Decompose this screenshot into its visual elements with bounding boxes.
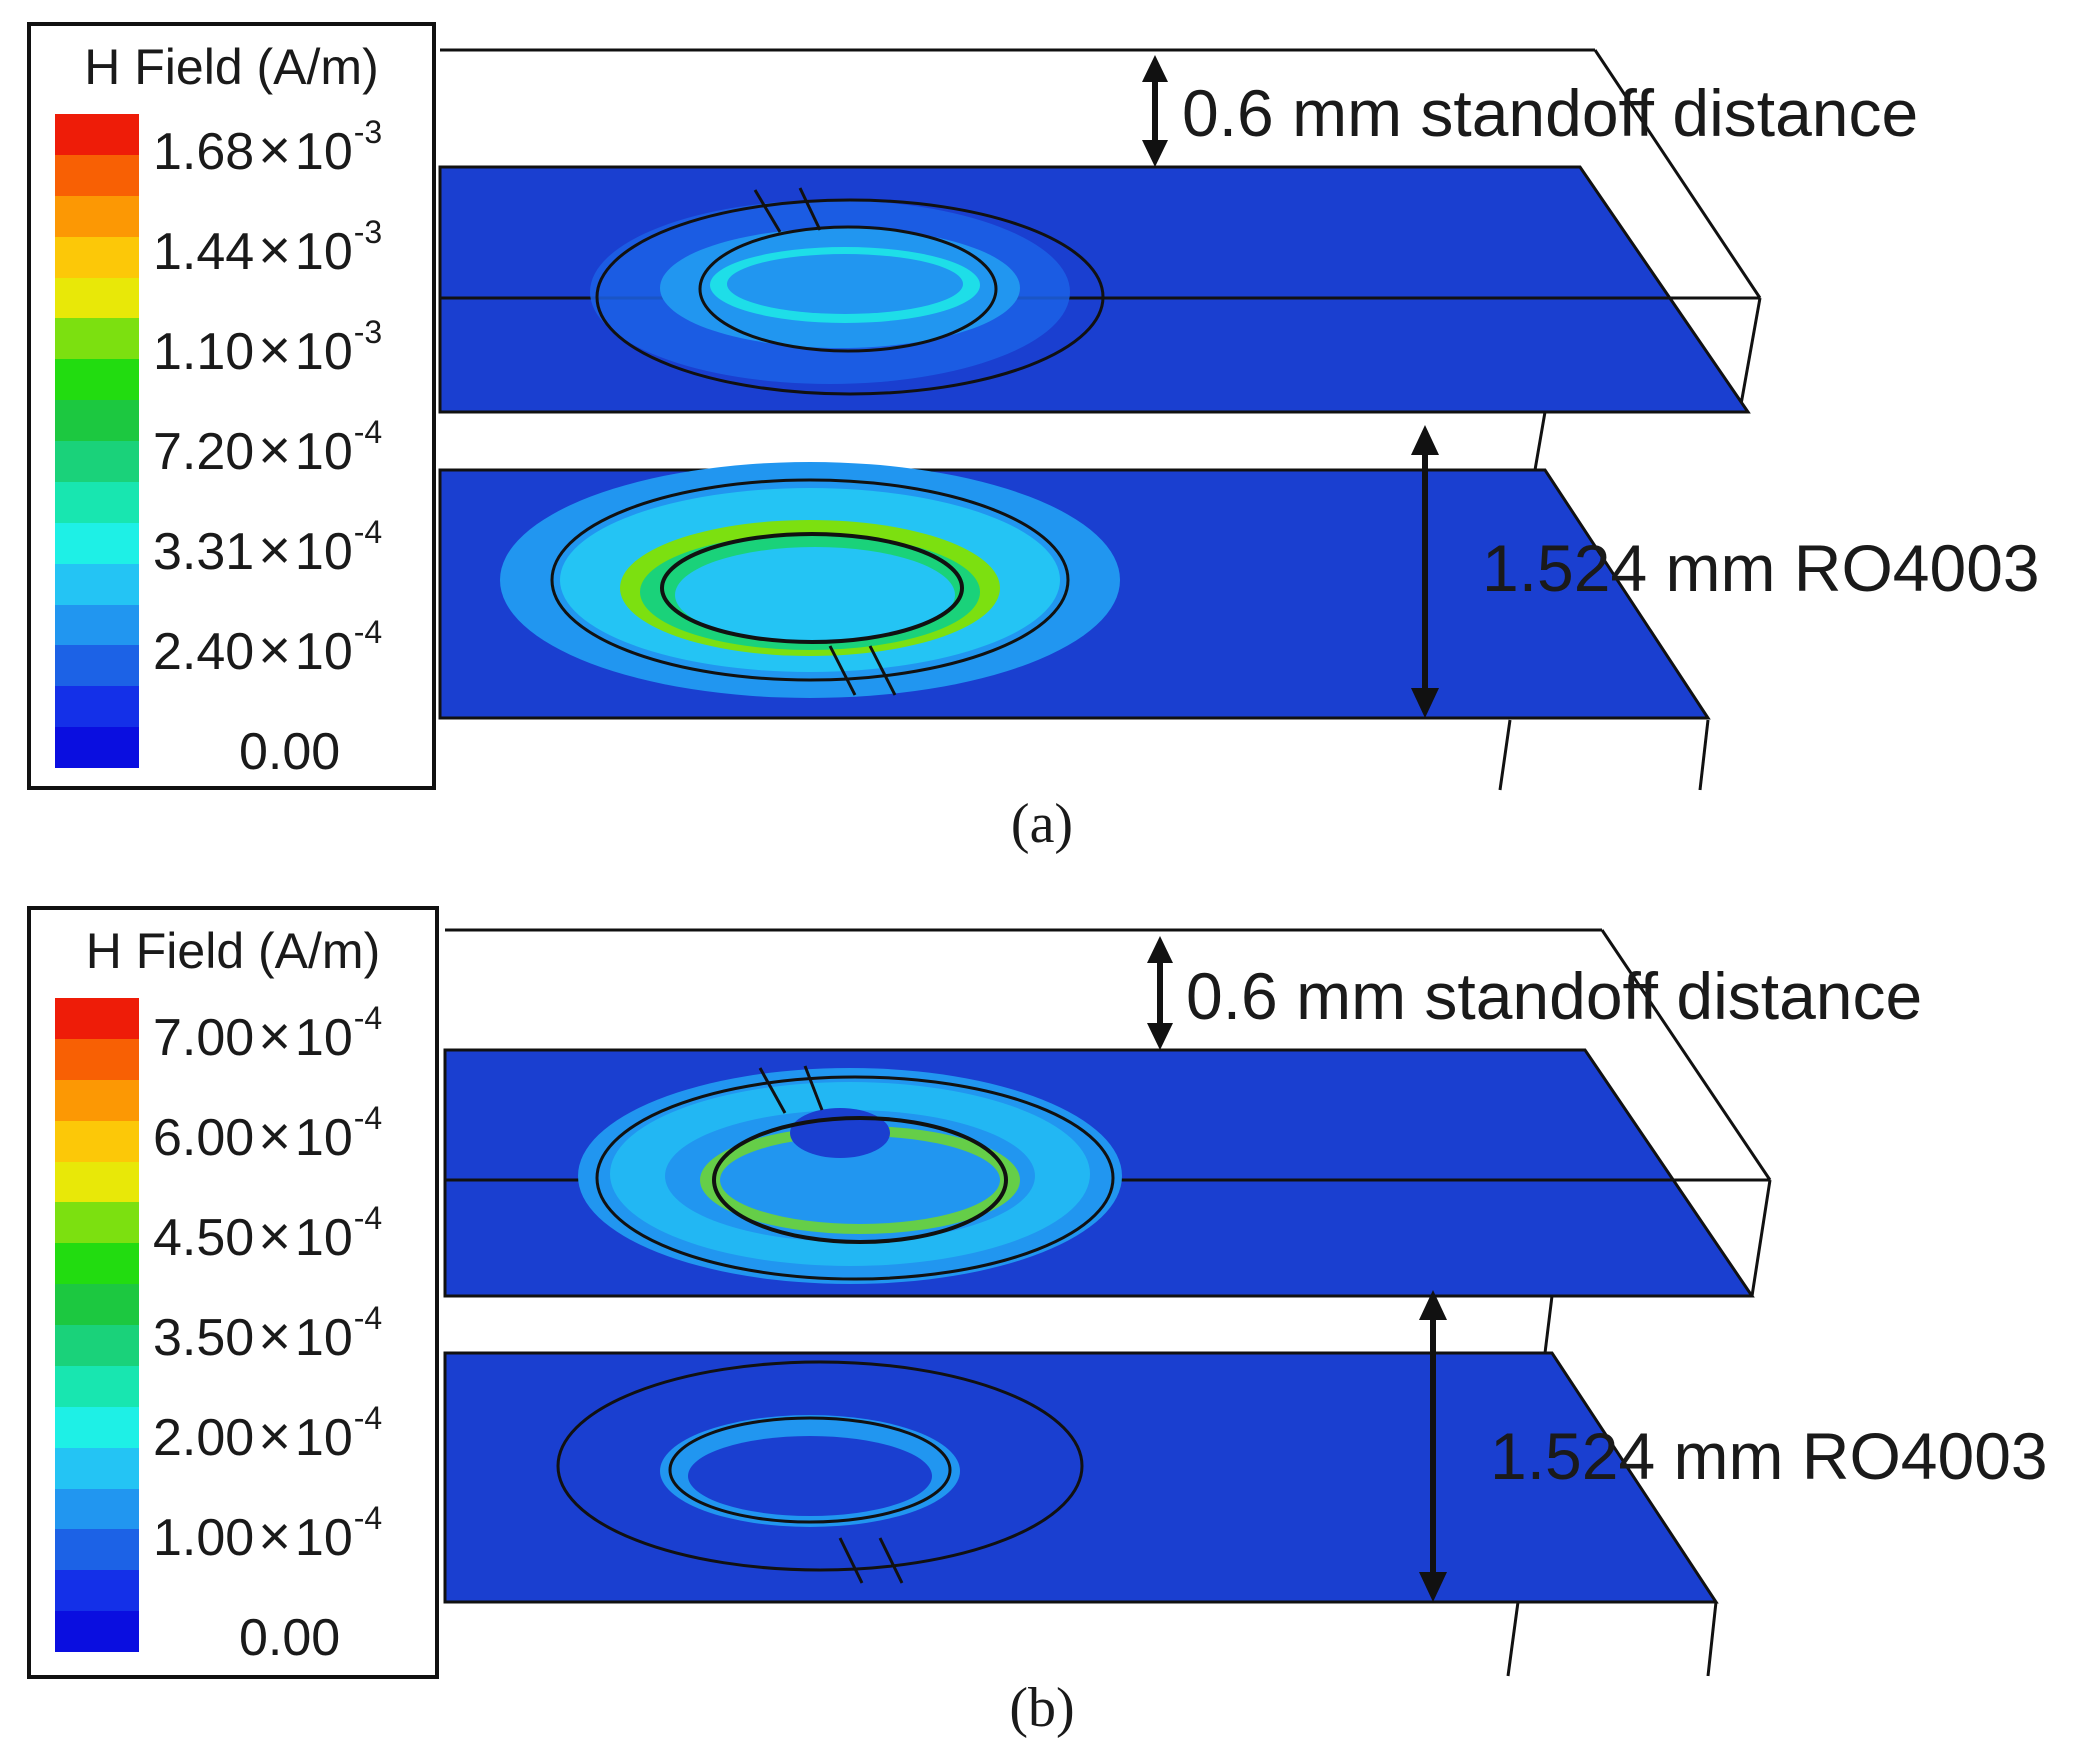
legend-tick: 3.31×10-4 xyxy=(153,514,383,581)
legend-tick: 1.44×10-3 xyxy=(153,214,383,281)
colorbar-segment xyxy=(55,1161,139,1203)
legend-title: H Field (A/m) xyxy=(84,39,379,95)
legend-tick: 0.00 xyxy=(239,1609,341,1667)
colorbar-segment xyxy=(55,1611,139,1652)
colorbar-segment xyxy=(55,277,139,319)
colorbar-segment xyxy=(55,563,139,605)
colorbar-segment xyxy=(55,522,139,564)
panel-a: H Field (A/m) 1.68×10-3 1.44×10-3 1.10×1… xyxy=(0,0,2084,878)
standoff-label: 0.6 mm standoff distance xyxy=(1186,959,1923,1033)
panel-caption: (a) xyxy=(1010,793,1074,855)
substrate-arrow-a xyxy=(1411,425,1439,718)
colorbar-segment xyxy=(55,645,139,687)
standoff-arrow-b xyxy=(1147,936,1173,1050)
colorbar-segment xyxy=(55,1447,139,1489)
colorbar-segment xyxy=(55,400,139,441)
colorbar-segment xyxy=(55,195,139,237)
colorbar-segment xyxy=(55,441,139,482)
colorbar-gradient xyxy=(55,998,139,1652)
substrate-label: 1.524 mm RO4003 xyxy=(1490,1419,2048,1493)
simulation-scene-a xyxy=(438,48,1762,791)
legend-tick: 7.00×10-4 xyxy=(153,1000,383,1067)
colorbar-segment xyxy=(55,1038,139,1080)
substrate-label: 1.524 mm RO4003 xyxy=(1482,531,2040,605)
colorbar-segment xyxy=(55,1570,139,1612)
colorbar-segment xyxy=(55,1406,139,1448)
colorbar-segment xyxy=(55,1202,139,1244)
substrate-arrow-b xyxy=(1419,1290,1447,1602)
colorbar-legend-b: H Field (A/m) 7.00×10-4 6.00×10-4 4.50×1… xyxy=(27,906,439,1679)
colorbar-segment xyxy=(55,1365,139,1407)
colorbar-segment xyxy=(55,1488,139,1530)
resonator-outline-upper-a xyxy=(595,187,1105,396)
standoff-label: 0.6 mm standoff distance xyxy=(1182,76,1919,150)
resonator-outline-lower-b xyxy=(556,1360,1084,1584)
colorbar-segment xyxy=(55,686,139,728)
upper-field-a xyxy=(590,200,1070,384)
simulation-scene-b xyxy=(443,928,1772,1677)
lower-field-b xyxy=(660,1415,960,1527)
colorbar-segment xyxy=(55,236,139,278)
colorbar-segment xyxy=(55,114,139,155)
legend-tick: 7.20×10-4 xyxy=(153,414,383,481)
colorbar-segment xyxy=(55,727,139,768)
colorbar-segment xyxy=(55,1243,139,1285)
colorbar-segment xyxy=(55,154,139,196)
colorbar-legend-a: H Field (A/m) 1.68×10-3 1.44×10-3 1.10×1… xyxy=(27,22,436,790)
legend-tick: 0.00 xyxy=(239,723,341,781)
colorbar-segment xyxy=(55,1325,139,1366)
colorbar-gradient xyxy=(55,114,139,768)
colorbar-segment xyxy=(55,604,139,646)
colorbar-segment xyxy=(55,1120,139,1162)
colorbar-segment xyxy=(55,359,139,401)
legend-tick: 3.50×10-4 xyxy=(153,1300,383,1367)
legend-tick: 2.00×10-4 xyxy=(153,1400,383,1467)
colorbar-segment xyxy=(55,1529,139,1571)
upper-field-b xyxy=(578,1068,1122,1284)
colorbar-segment xyxy=(55,481,139,523)
standoff-arrow-a xyxy=(1142,55,1168,167)
legend-tick: 1.00×10-4 xyxy=(153,1500,383,1567)
legend-tick: 1.68×10-3 xyxy=(153,114,383,181)
panel-caption: (b) xyxy=(1009,1677,1075,1739)
colorbar-segment xyxy=(55,318,139,360)
wireframe-a xyxy=(440,48,1762,791)
legend-tick: 4.50×10-4 xyxy=(153,1200,383,1267)
panel-b: H Field (A/m) 7.00×10-4 6.00×10-4 4.50×1… xyxy=(0,878,2084,1756)
lower-field-a xyxy=(500,462,1120,698)
wireframe-b xyxy=(445,928,1772,1677)
legend-tick: 6.00×10-4 xyxy=(153,1100,383,1167)
colorbar-segment xyxy=(55,1284,139,1325)
colorbar-segment xyxy=(55,1079,139,1121)
resonator-outline-lower-a xyxy=(550,478,1070,696)
legend-title: H Field (A/m) xyxy=(85,923,381,979)
legend-tick: 1.10×10-3 xyxy=(153,314,383,381)
resonator-outline-upper-b xyxy=(595,1065,1115,1281)
colorbar-segment xyxy=(55,998,139,1039)
legend-tick: 2.40×10-4 xyxy=(153,614,383,681)
